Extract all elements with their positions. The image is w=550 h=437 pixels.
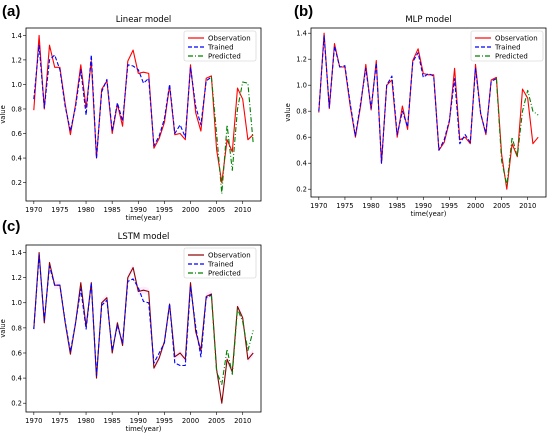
y-tick-label: 0.8 bbox=[296, 108, 307, 116]
y-tick-label: 0.6 bbox=[296, 134, 307, 142]
series-line-predicted bbox=[210, 295, 254, 385]
y-axis-label: value bbox=[0, 105, 7, 124]
linear-model-chart: Linear model 1970 1975 1980 1985 1990 1995 2000… bbox=[0, 15, 262, 222]
lstm-model-chart: LSTM model 1970 1975 1980 1985 1990 1995 2000 20… bbox=[0, 232, 262, 433]
x-tick-label: 2005 bbox=[493, 202, 510, 210]
x-tick-label: 2010 bbox=[519, 202, 536, 210]
x-tick-label: 2005 bbox=[208, 206, 225, 214]
y-tick-label: 1.0 bbox=[11, 299, 22, 307]
chart-title: MLP model bbox=[405, 15, 451, 25]
series-line-predicted bbox=[495, 78, 539, 186]
panel-label-c: (c) bbox=[2, 218, 21, 235]
x-tick-label: 1990 bbox=[415, 202, 432, 210]
y-tick-label: 0.6 bbox=[11, 349, 22, 357]
x-tick-label: 1985 bbox=[389, 202, 406, 210]
y-tick-label: 1.0 bbox=[11, 81, 22, 89]
y-tick-label: 0.2 bbox=[11, 179, 22, 187]
y-tick-label: 1.4 bbox=[11, 32, 22, 40]
y-tick-label: 0.2 bbox=[11, 400, 22, 408]
x-tick-label: 1995 bbox=[441, 202, 458, 210]
x-tick-label: 2000 bbox=[467, 202, 484, 210]
mlp-model-chart: MLP model 1970 1975 1980 1985 1990 1995 2000 200… bbox=[284, 15, 547, 218]
series-line-observation bbox=[318, 32, 539, 190]
y-tick-label: 1.4 bbox=[11, 249, 22, 257]
y-tick-label: 0.6 bbox=[11, 130, 22, 138]
y-tick-label: 0.4 bbox=[11, 154, 22, 162]
y-tick-label: 0.4 bbox=[11, 374, 22, 382]
y-tick-label: 0.8 bbox=[11, 324, 22, 332]
chart-title: LSTM model bbox=[118, 232, 170, 242]
x-axis-label: time(year) bbox=[126, 425, 162, 433]
legend-label-observation: Observation bbox=[208, 35, 251, 43]
x-tick-label: 2005 bbox=[208, 417, 225, 425]
x-tick-label: 1990 bbox=[130, 206, 147, 214]
y-tick-label: 0.8 bbox=[11, 105, 22, 113]
y-tick-label: 1.4 bbox=[296, 30, 307, 38]
y-tick-label: 1.2 bbox=[11, 274, 22, 282]
x-tick-label: 1985 bbox=[104, 417, 121, 425]
y-axis-label: value bbox=[284, 103, 292, 122]
x-tick-label: 2010 bbox=[234, 206, 251, 214]
panel-label-b: (b) bbox=[294, 3, 314, 20]
legend-label-observation: Observation bbox=[495, 35, 538, 43]
y-tick-label: 1.2 bbox=[11, 56, 22, 64]
x-axis-label: time(year) bbox=[126, 214, 162, 222]
legend-label-predicted: Predicted bbox=[495, 53, 528, 61]
x-tick-label: 1970 bbox=[310, 202, 327, 210]
series-line-trained bbox=[33, 44, 212, 159]
legend-label-predicted: Predicted bbox=[208, 53, 241, 61]
series-line-observation bbox=[33, 34, 254, 184]
x-tick-label: 1985 bbox=[104, 206, 121, 214]
x-tick-label: 1975 bbox=[51, 206, 68, 214]
legend-label-trained: Trained bbox=[207, 261, 234, 269]
x-tick-label: 1975 bbox=[51, 417, 68, 425]
chart-title: Linear model bbox=[116, 15, 172, 25]
y-tick-label: 0.2 bbox=[296, 186, 307, 194]
legend-label-observation: Observation bbox=[208, 252, 251, 260]
x-tick-label: 1990 bbox=[130, 417, 147, 425]
series-line-trained bbox=[318, 35, 497, 164]
plot-frame bbox=[25, 244, 262, 413]
x-tick-label: 2000 bbox=[182, 206, 199, 214]
x-tick-label: 1970 bbox=[25, 417, 42, 425]
legend-label-trained: Trained bbox=[207, 44, 234, 52]
legend-label-predicted: Predicted bbox=[208, 270, 241, 278]
legend-label-trained: Trained bbox=[494, 44, 521, 52]
x-tick-label: 1995 bbox=[156, 206, 173, 214]
series-line-trained bbox=[33, 254, 212, 377]
plot-frame bbox=[25, 27, 262, 202]
plot-frame bbox=[310, 27, 547, 198]
series-line-predicted bbox=[210, 77, 254, 195]
x-tick-label: 1980 bbox=[77, 417, 94, 425]
y-axis-label: value bbox=[0, 319, 7, 338]
x-axis-label: time(year) bbox=[411, 210, 447, 218]
y-tick-label: 0.4 bbox=[296, 160, 307, 168]
x-tick-label: 1980 bbox=[362, 202, 379, 210]
x-tick-label: 1980 bbox=[77, 206, 94, 214]
y-tick-label: 1.2 bbox=[296, 56, 307, 64]
x-tick-label: 2010 bbox=[234, 417, 251, 425]
x-tick-label: 1975 bbox=[336, 202, 353, 210]
x-tick-label: 1995 bbox=[156, 417, 173, 425]
y-tick-label: 1.0 bbox=[296, 82, 307, 90]
x-tick-label: 2000 bbox=[182, 417, 199, 425]
panel-label-a: (a) bbox=[2, 3, 21, 20]
x-tick-label: 1970 bbox=[25, 206, 42, 214]
